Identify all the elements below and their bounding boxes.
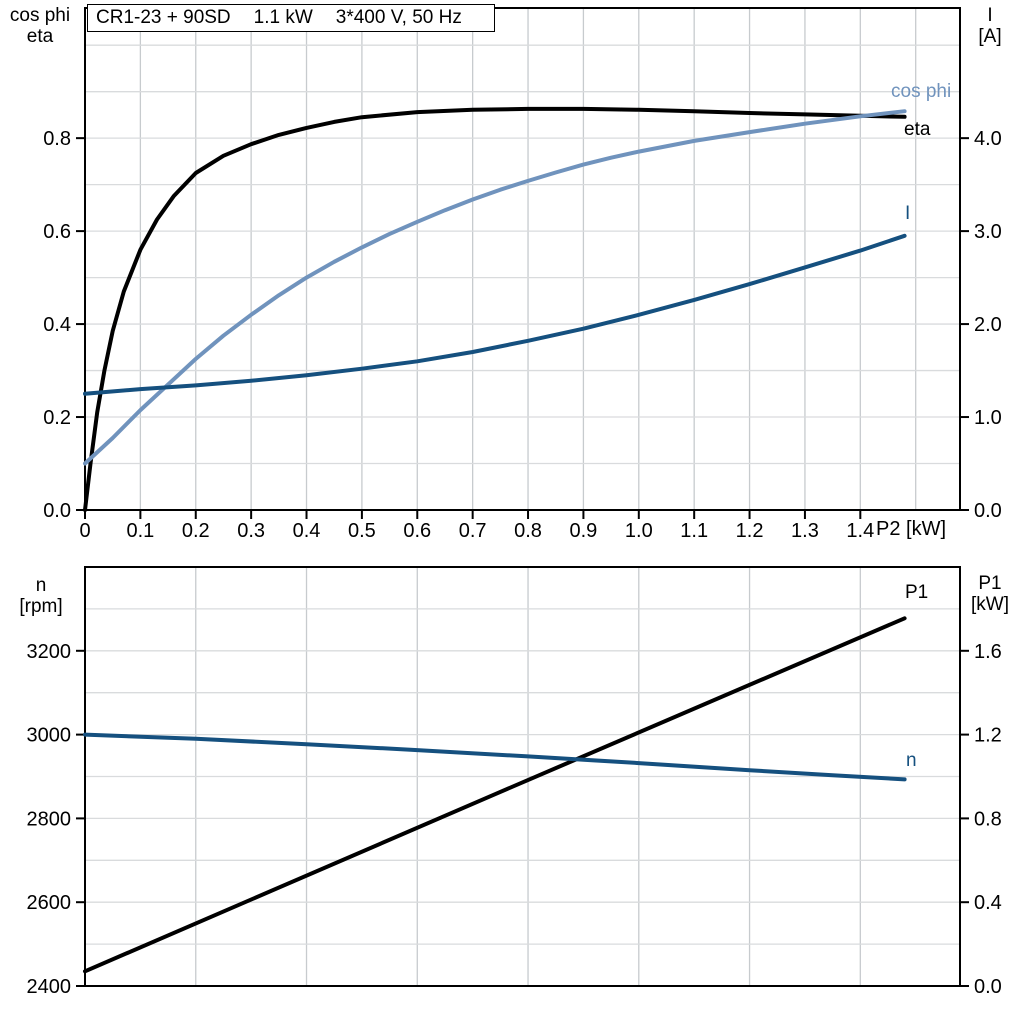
curve-label-eta: eta bbox=[904, 119, 931, 140]
top-yleft-tick-label: 0.2 bbox=[43, 407, 71, 429]
curve-label-p1: P1 bbox=[905, 582, 929, 603]
curve-label-current: I bbox=[905, 203, 911, 224]
top-x-tick-label: 1.1 bbox=[680, 520, 708, 542]
bottom-yright-tick-label: 0.8 bbox=[974, 808, 1002, 830]
bottom-yright-tick-label: 0.4 bbox=[974, 892, 1002, 914]
top-yright-tick-label: 2.0 bbox=[974, 314, 1002, 336]
top-yleft-tick-label: 0.4 bbox=[43, 314, 71, 336]
supply-voltage: 3*400 V, 50 Hz bbox=[335, 7, 462, 28]
top-curve-i bbox=[83, 233, 907, 396]
top-x-tick-label: 0.1 bbox=[126, 520, 154, 542]
bottom-plot-border bbox=[84, 566, 961, 987]
top-x-tick-label: 0.6 bbox=[403, 520, 431, 542]
axis-title-speed: n bbox=[35, 575, 47, 596]
top-x-tick-label: 1.0 bbox=[625, 520, 653, 542]
top-x-tick-label: 1.2 bbox=[736, 520, 764, 542]
bottom-yleft-tick-label: 2400 bbox=[27, 976, 72, 998]
bottom-curve-n bbox=[83, 732, 907, 782]
top-x-tick-label: 0.5 bbox=[348, 520, 376, 542]
top-yleft-tick-label: 0.6 bbox=[43, 221, 71, 243]
axis-title-speed-unit: [rpm] bbox=[19, 596, 63, 617]
top-left-axis-title: cos phi eta bbox=[2, 5, 78, 47]
bottom-yright-tick-label: 0.0 bbox=[974, 976, 1002, 998]
axis-title-current: I bbox=[987, 5, 993, 26]
axis-title-eta: eta bbox=[26, 26, 54, 47]
curve-label-cos-phi: cos phi bbox=[891, 81, 952, 102]
x-axis-label-p2: P2 [kW] bbox=[876, 518, 947, 540]
top-x-tick-label: 0.8 bbox=[514, 520, 542, 542]
bottom-yright-tick-label: 1.2 bbox=[974, 725, 1002, 747]
top-right-axis-title: I [A] bbox=[958, 5, 1022, 47]
top-yright-tick-label: 1.0 bbox=[974, 407, 1002, 429]
axis-title-p1-unit: [kW] bbox=[971, 594, 1009, 615]
axis-title-p1: P1 bbox=[978, 573, 1002, 594]
top-plot-border bbox=[84, 7, 961, 511]
top-curve-eta bbox=[83, 106, 907, 512]
top-curve-cos-phi bbox=[83, 109, 907, 466]
top-x-tick-label: 0.7 bbox=[459, 520, 487, 542]
top-x-tick-label: 0.9 bbox=[570, 520, 598, 542]
bottom-yleft-tick-label: 2600 bbox=[27, 892, 72, 914]
top-yright-tick-label: 0.0 bbox=[974, 500, 1002, 522]
pump-model: CR1-23 + 90SD bbox=[96, 7, 231, 28]
bottom-yleft-tick-label: 3000 bbox=[27, 725, 72, 747]
axis-title-current-unit: [A] bbox=[978, 26, 1002, 47]
top-yright-tick-label: 3.0 bbox=[974, 221, 1002, 243]
top-x-tick-label: 0 bbox=[79, 520, 90, 542]
chart-title-box: CR1-23 + 90SD 1.1 kW 3*400 V, 50 Hz bbox=[87, 4, 495, 32]
top-yleft-tick-label: 0.8 bbox=[43, 128, 71, 150]
curve-label-speed: n bbox=[906, 750, 917, 771]
top-yright-tick-label: 4.0 bbox=[974, 128, 1002, 150]
bottom-yleft-tick-label: 3200 bbox=[27, 641, 72, 663]
motor-power: 1.1 kW bbox=[253, 7, 313, 28]
bottom-yleft-tick-label: 2800 bbox=[27, 808, 72, 830]
bottom-yright-tick-label: 1.6 bbox=[974, 641, 1002, 663]
bottom-left-axis-title: n [rpm] bbox=[4, 575, 78, 617]
top-x-tick-label: 0.4 bbox=[293, 520, 321, 542]
top-x-tick-label: 1.3 bbox=[791, 520, 819, 542]
top-x-tick-label: 0.2 bbox=[182, 520, 210, 542]
bottom-curve-p1 bbox=[83, 616, 907, 974]
top-yleft-tick-label: 0.0 bbox=[43, 500, 71, 522]
axis-title-cos-phi: cos phi bbox=[9, 5, 71, 26]
bottom-right-axis-title: P1 [kW] bbox=[958, 573, 1022, 615]
top-x-tick-label: 0.3 bbox=[237, 520, 265, 542]
top-x-tick-label: 1.4 bbox=[846, 520, 874, 542]
